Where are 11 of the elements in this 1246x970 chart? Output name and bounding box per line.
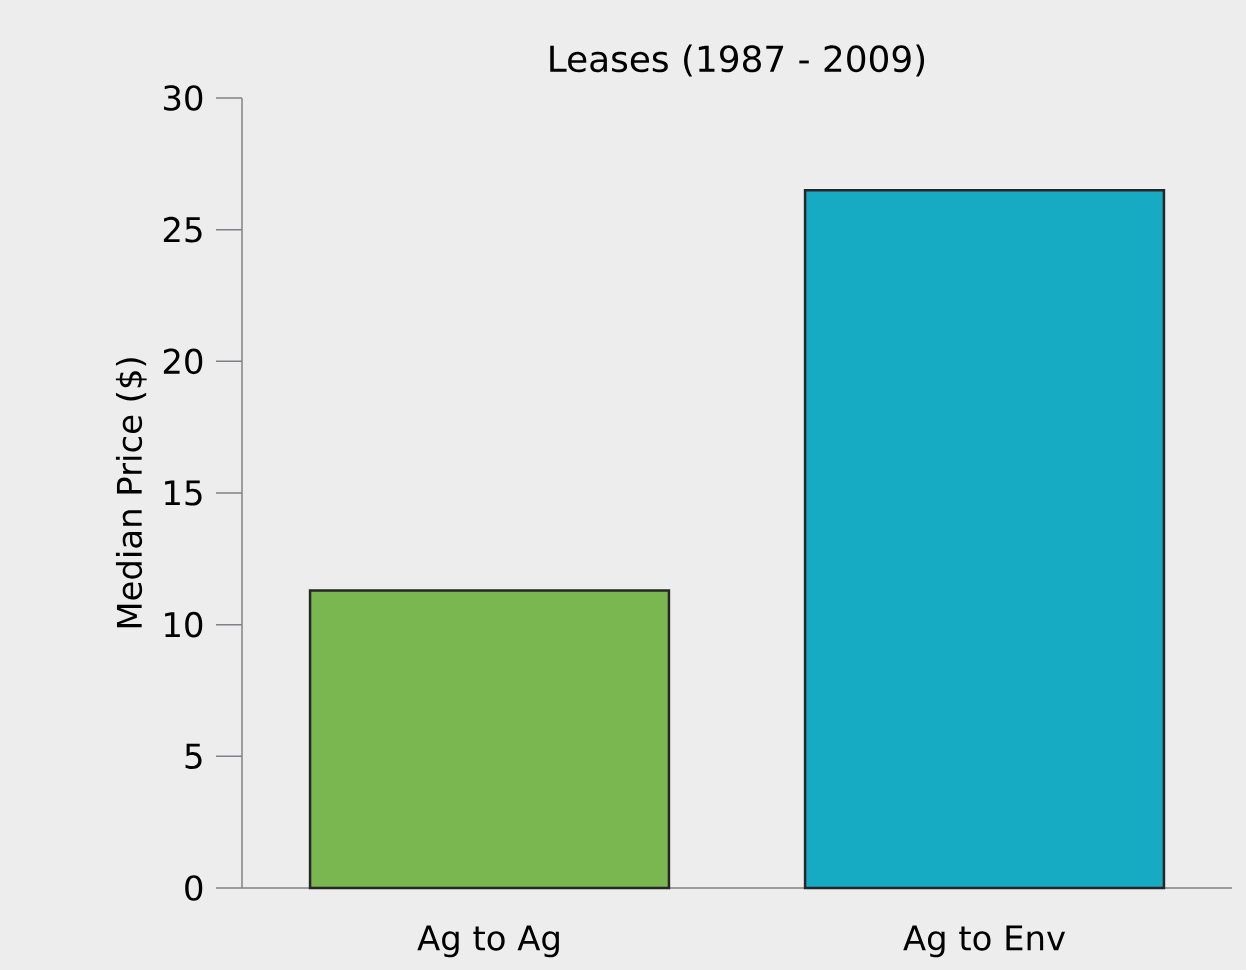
y-tick-label: 20 — [163, 348, 203, 375]
x-tick-label: Ag to Env — [903, 925, 1066, 958]
y-axis-title: Median Price ($) — [115, 358, 147, 628]
y-tick-label: 10 — [165, 611, 203, 638]
y-tick-label: 25 — [163, 216, 202, 243]
y-tick-label: 0 — [185, 875, 203, 901]
y-tick-label: 15 — [165, 480, 202, 506]
x-tick-label: Ag to Ag — [417, 925, 559, 958]
chart-title: Leases (1987 - 2009) — [550, 44, 925, 77]
y-tick-label: 30 — [163, 85, 203, 111]
y-tick-label: 5 — [185, 743, 202, 769]
